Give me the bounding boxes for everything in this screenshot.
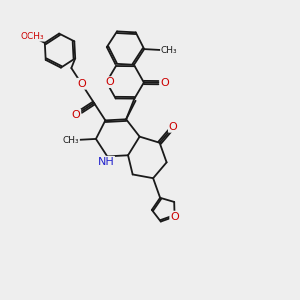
Text: O: O [72, 110, 80, 120]
Text: O: O [105, 77, 114, 87]
Text: CH₃: CH₃ [62, 136, 79, 145]
Text: CH₃: CH₃ [161, 46, 177, 55]
Text: O: O [170, 212, 179, 222]
Text: O: O [77, 79, 86, 89]
Text: O: O [169, 122, 178, 132]
Text: NH: NH [98, 157, 114, 167]
Text: O: O [160, 78, 169, 88]
Text: OCH₃: OCH₃ [20, 32, 44, 41]
